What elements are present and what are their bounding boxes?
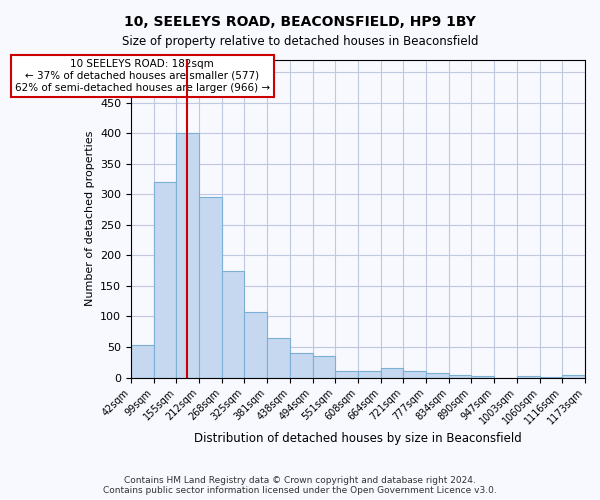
Text: Size of property relative to detached houses in Beaconsfield: Size of property relative to detached ho…: [122, 35, 478, 48]
Text: 10, SEELEYS ROAD, BEACONSFIELD, HP9 1BY: 10, SEELEYS ROAD, BEACONSFIELD, HP9 1BY: [124, 15, 476, 29]
Bar: [313, 356, 335, 378]
Bar: [335, 372, 358, 378]
Bar: [380, 368, 403, 378]
Bar: [403, 372, 426, 378]
Bar: [176, 134, 199, 378]
Bar: [244, 312, 267, 378]
Bar: [517, 376, 539, 378]
Bar: [449, 374, 472, 378]
Bar: [154, 182, 176, 378]
Bar: [539, 377, 562, 378]
Bar: [267, 338, 290, 378]
Bar: [290, 353, 313, 378]
Bar: [199, 198, 222, 378]
Bar: [472, 376, 494, 378]
Text: 10 SEELEYS ROAD: 182sqm
← 37% of detached houses are smaller (577)
62% of semi-d: 10 SEELEYS ROAD: 182sqm ← 37% of detache…: [15, 60, 270, 92]
Bar: [562, 374, 585, 378]
X-axis label: Distribution of detached houses by size in Beaconsfield: Distribution of detached houses by size …: [194, 432, 522, 445]
Text: Contains HM Land Registry data © Crown copyright and database right 2024.
Contai: Contains HM Land Registry data © Crown c…: [103, 476, 497, 495]
Bar: [131, 345, 154, 378]
Bar: [358, 372, 380, 378]
Y-axis label: Number of detached properties: Number of detached properties: [85, 131, 95, 306]
Bar: [222, 270, 244, 378]
Bar: [426, 372, 449, 378]
